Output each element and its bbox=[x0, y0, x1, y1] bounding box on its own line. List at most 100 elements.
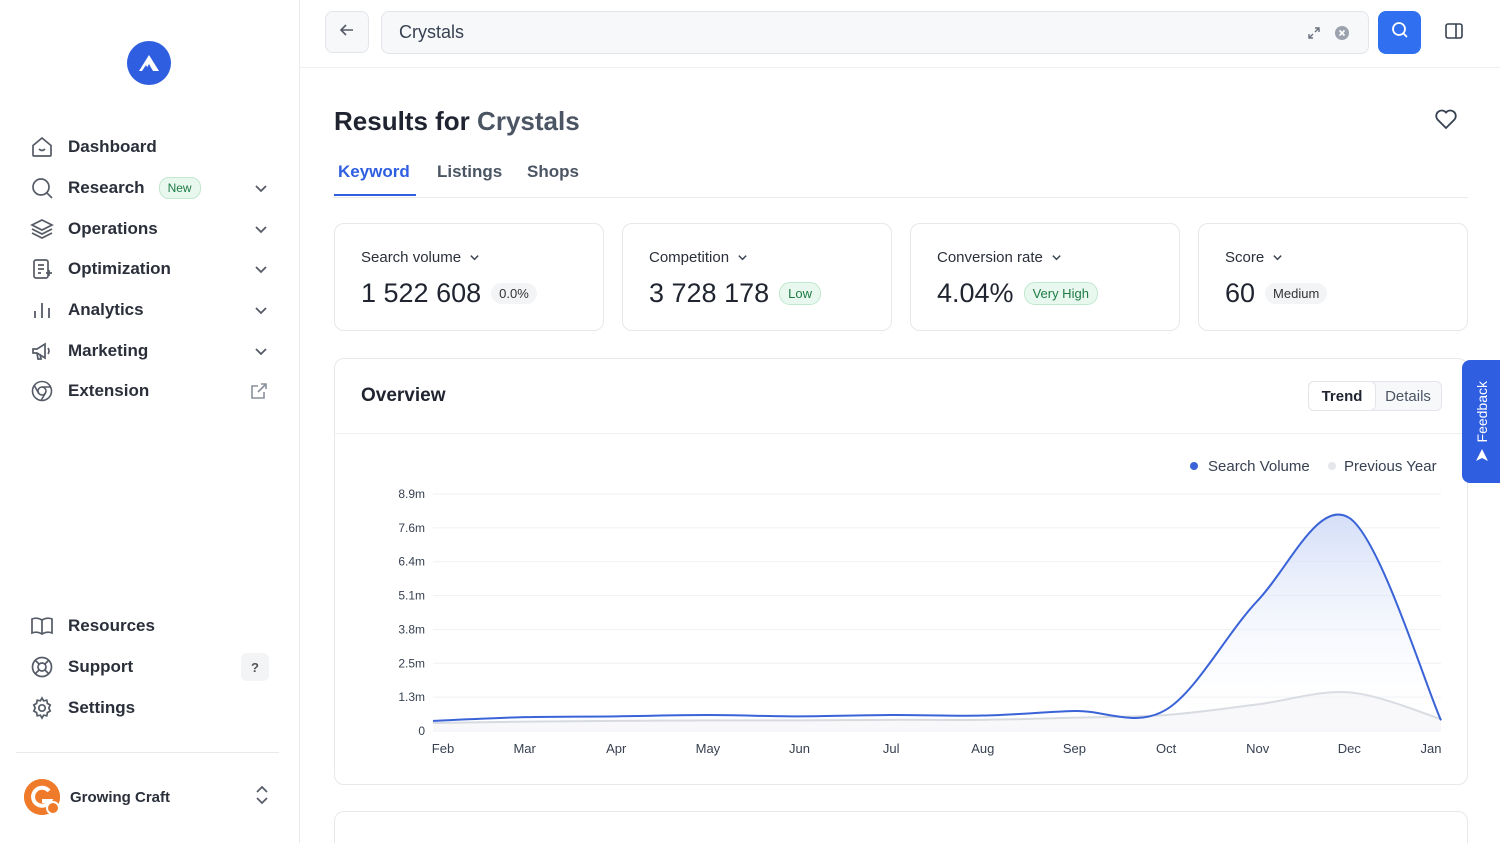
toggle-trend[interactable]: Trend bbox=[1309, 382, 1375, 410]
x-tick-label: Sep bbox=[1063, 741, 1086, 756]
sidebar-item-label: Optimization bbox=[68, 259, 171, 279]
chevron-down-icon[interactable] bbox=[253, 343, 269, 359]
metric-chip: Very High bbox=[1023, 282, 1098, 305]
chevron-down-icon bbox=[1273, 255, 1282, 261]
chevron-up-down-icon[interactable] bbox=[254, 785, 270, 810]
gear-icon bbox=[28, 694, 56, 722]
y-tick-label: 8.9m bbox=[398, 487, 425, 501]
metric-chip: Medium bbox=[1265, 283, 1328, 304]
sidebar-item-extension[interactable]: Extension bbox=[28, 371, 273, 412]
sidebar-item-label: Resources bbox=[68, 616, 155, 636]
x-tick-label: Jan bbox=[1421, 741, 1442, 756]
metric-card-conversion-rate: Conversion rate 4.04% Very High bbox=[910, 223, 1180, 331]
chevron-down-icon[interactable] bbox=[253, 221, 269, 237]
sidebar-divider bbox=[16, 752, 279, 753]
shop-switcher[interactable]: Growing Craft bbox=[24, 778, 276, 816]
sidebar-item-label: Operations bbox=[68, 218, 158, 238]
sidebar-item-support[interactable]: Support ? bbox=[28, 647, 273, 688]
sidebar-item-operations[interactable]: Operations bbox=[28, 208, 273, 249]
toggle-panel-button[interactable] bbox=[1441, 20, 1467, 46]
metric-label-dropdown[interactable]: Search volume bbox=[361, 249, 480, 266]
sidebar-item-label: Dashboard bbox=[68, 137, 157, 157]
home-icon bbox=[28, 133, 56, 161]
panel-icon bbox=[1444, 22, 1464, 45]
chrome-icon bbox=[28, 377, 56, 405]
expand-icon[interactable] bbox=[1306, 25, 1322, 46]
active-tab-indicator bbox=[334, 194, 416, 196]
overview-card: Overview Trend Details 0 1.3m 2.5m 3.8m 5.1m… bbox=[334, 358, 1468, 785]
y-tick-label: 7.6m bbox=[398, 521, 425, 535]
main-nav: Dashboard Research New Operations Optimi… bbox=[28, 127, 273, 412]
tab-keyword[interactable]: Keyword bbox=[338, 162, 410, 181]
search-icon bbox=[28, 174, 56, 202]
metric-label: Competition bbox=[649, 249, 730, 266]
sidebar-item-research[interactable]: Research New bbox=[28, 168, 273, 209]
external-link-icon[interactable] bbox=[249, 381, 269, 401]
y-tick-label: 2.5m bbox=[398, 656, 425, 670]
search-volume-line bbox=[432, 513, 1442, 722]
sidebar-item-label: Marketing bbox=[68, 340, 149, 360]
arrow-left-icon bbox=[339, 22, 355, 43]
x-tick-label: Apr bbox=[606, 741, 627, 756]
sidebar-item-label: Research bbox=[68, 178, 145, 198]
clear-icon[interactable] bbox=[1334, 25, 1350, 46]
page-title-query: Crystals bbox=[477, 106, 580, 136]
chevron-down-icon bbox=[470, 255, 479, 261]
page-title-prefix: Results for bbox=[334, 106, 470, 136]
page-title: Results for Crystals bbox=[334, 106, 580, 137]
chevron-down-icon[interactable] bbox=[253, 302, 269, 318]
brand-logo-icon[interactable] bbox=[127, 41, 171, 85]
x-tick-label: Feb bbox=[432, 741, 454, 756]
legend-label-previous-year: Previous Year bbox=[1344, 458, 1437, 475]
metric-label-dropdown[interactable]: Conversion rate bbox=[937, 249, 1062, 266]
metric-value: 4.04% bbox=[937, 278, 1014, 308]
metric-card-competition: Competition 3 728 178 Low bbox=[622, 223, 892, 331]
x-tick-label: Jul bbox=[883, 741, 900, 756]
metric-value: 60 bbox=[1225, 278, 1256, 308]
metric-value: 3 728 178 bbox=[649, 278, 770, 308]
toggle-details[interactable]: Details bbox=[1385, 387, 1431, 405]
metric-label: Score bbox=[1225, 249, 1265, 266]
sidebar-item-optimization[interactable]: Optimization bbox=[28, 249, 273, 290]
metric-label-dropdown[interactable]: Score bbox=[1225, 249, 1283, 266]
x-tick-label: Jun bbox=[789, 741, 810, 756]
tab-shops[interactable]: Shops bbox=[527, 162, 579, 181]
metric-chip: Low bbox=[779, 282, 821, 305]
search-button[interactable] bbox=[1378, 11, 1421, 54]
send-icon bbox=[1476, 449, 1488, 462]
y-tick-label: 1.3m bbox=[398, 690, 425, 704]
chevron-down-icon bbox=[1052, 255, 1061, 261]
x-tick-label: May bbox=[696, 741, 721, 756]
metric-label-dropdown[interactable]: Competition bbox=[649, 249, 748, 266]
trend-chart: 0 1.3m 2.5m 3.8m 5.1m 6.4m 7.6m 8.9m Feb Mar Apr Ma… bbox=[398, 458, 1442, 756]
sidebar-item-analytics[interactable]: Analytics bbox=[28, 290, 273, 331]
metric-card-score: Score 60 Medium bbox=[1198, 223, 1468, 331]
feedback-button[interactable]: Feedback bbox=[1462, 360, 1500, 483]
x-tick-label: Aug bbox=[971, 741, 994, 756]
sidebar-item-marketing[interactable]: Marketing bbox=[28, 330, 273, 371]
chevron-down-icon bbox=[738, 255, 747, 261]
search-input[interactable]: Crystals bbox=[381, 11, 1369, 54]
megaphone-icon bbox=[28, 337, 56, 365]
feedback-label: Feedback bbox=[1474, 380, 1490, 443]
tab-listings[interactable]: Listings bbox=[437, 162, 503, 181]
x-tick-label: Oct bbox=[1156, 741, 1177, 756]
sidebar-item-resources[interactable]: Resources bbox=[28, 606, 273, 647]
x-tick-label: Dec bbox=[1338, 741, 1362, 756]
sidebar-item-dashboard[interactable]: Dashboard bbox=[28, 127, 273, 168]
sidebar-item-settings[interactable]: Settings bbox=[28, 687, 273, 728]
view-toggle: Trend Details bbox=[1308, 381, 1442, 411]
document-edit-icon bbox=[28, 255, 56, 283]
top-bar: Crystals bbox=[300, 0, 1500, 68]
chevron-down-icon[interactable] bbox=[253, 180, 269, 196]
new-badge: New bbox=[158, 177, 201, 200]
back-button[interactable] bbox=[325, 11, 369, 53]
heart-icon bbox=[1434, 109, 1458, 134]
chevron-down-icon[interactable] bbox=[253, 261, 269, 277]
y-tick-label: 5.1m bbox=[398, 589, 425, 603]
help-badge[interactable]: ? bbox=[241, 653, 269, 682]
sidebar-item-label: Settings bbox=[68, 697, 136, 717]
layers-icon bbox=[28, 215, 56, 243]
metric-value: 1 522 608 bbox=[361, 278, 482, 308]
favorite-button[interactable] bbox=[1434, 108, 1458, 135]
